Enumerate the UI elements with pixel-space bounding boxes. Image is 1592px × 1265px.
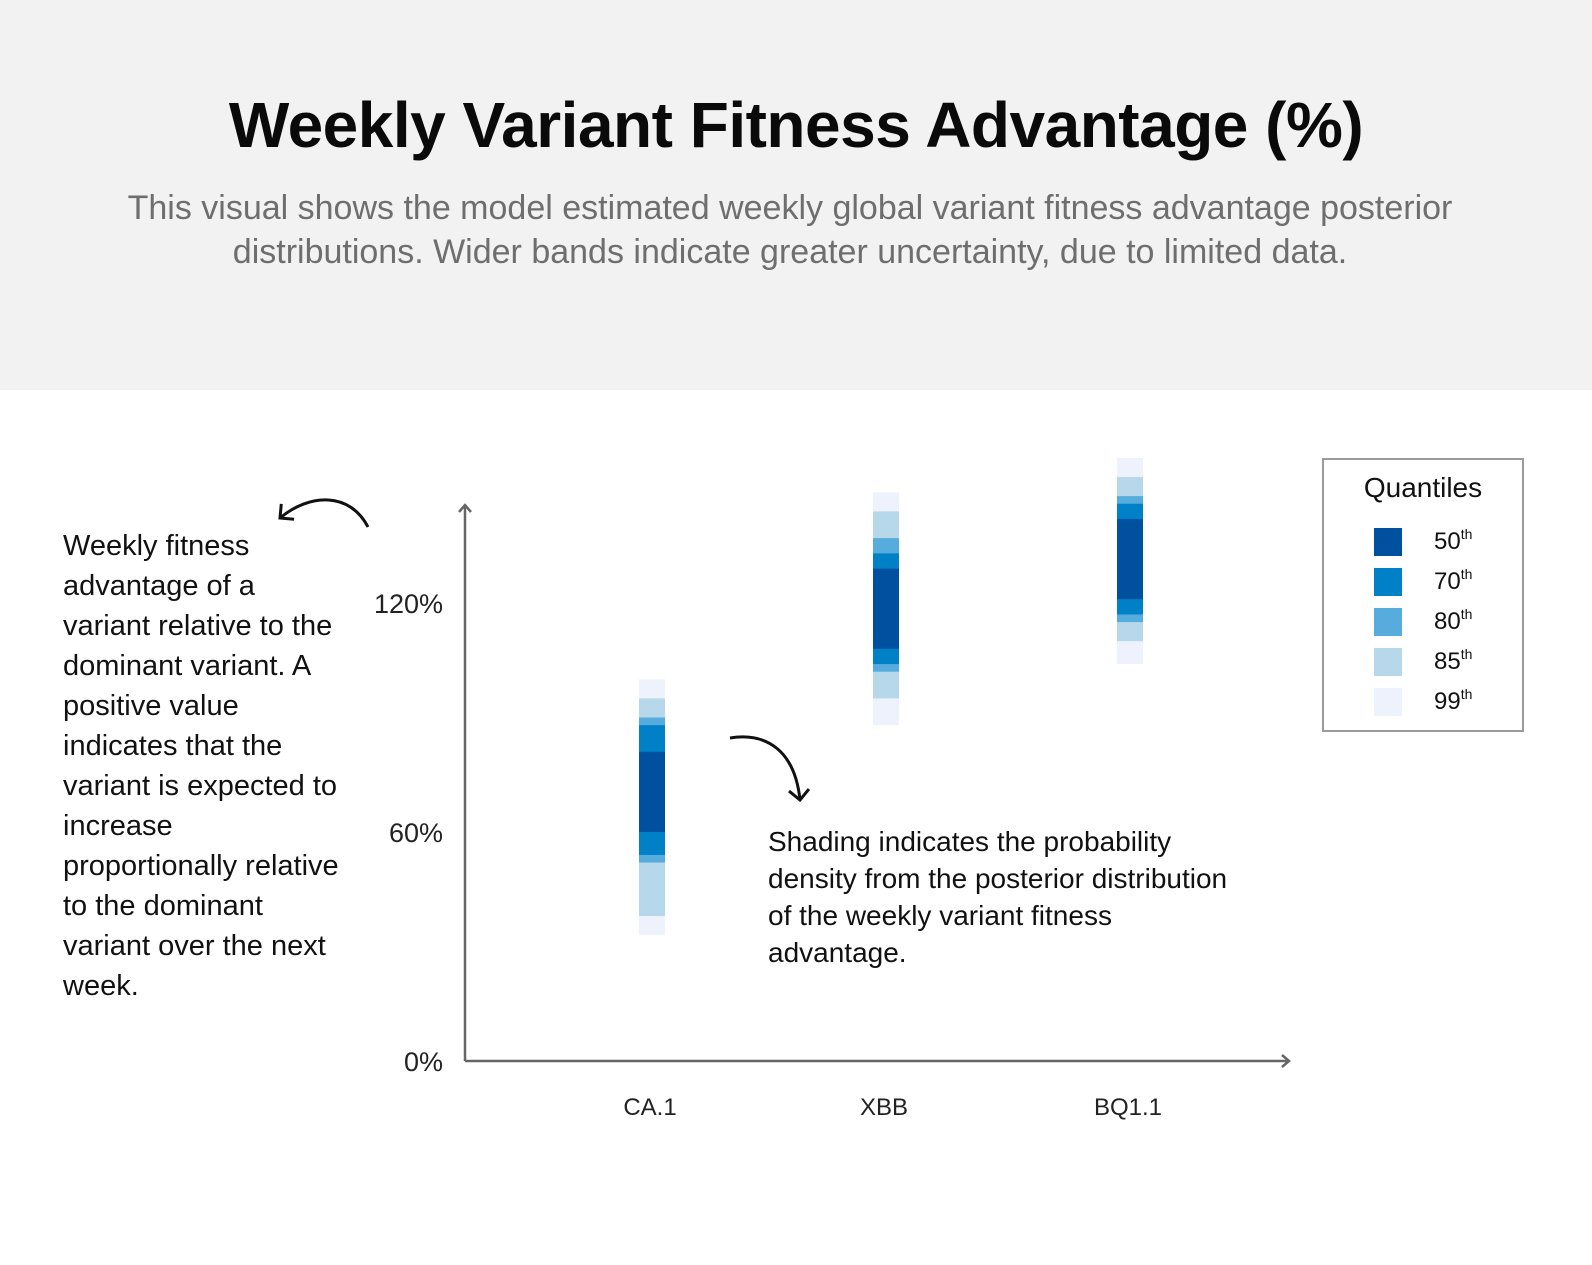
x-tick-label: CA.1 [623,1094,676,1121]
x-tick-labels: CA.1 XBB BQ1.1 [623,1094,1162,1121]
legend-swatch [1374,688,1402,716]
legend-swatch [1374,608,1402,636]
band-50th-bq11 [1117,519,1143,600]
x-tick-label: BQ1.1 [1094,1094,1162,1121]
legend-swatch [1374,568,1402,596]
x-tick-label: XBB [860,1094,908,1121]
legend-label: 80th [1434,606,1473,635]
y-tick-labels: 0% 60% 120% [374,589,443,1077]
legend-swatch [1374,648,1402,676]
band-group-bq11 [1117,457,1143,665]
legend-label: 85th [1434,646,1473,675]
band-50th-ca1 [639,751,665,832]
legend-swatch [1374,528,1402,556]
page-subtitle: This visual shows the model estimated we… [127,189,1453,271]
legend: Quantiles 50th 70th 80th 85th 99th [1322,458,1524,732]
y-tick-label: 60% [389,818,443,848]
band-50th-xbb [873,568,899,649]
header-panel: Weekly Variant Fitness Advantage (%) Thi… [0,0,1592,390]
y-tick-label: 120% [374,589,443,619]
shading-explanation: Shading indicates the probability densit… [768,826,1228,968]
band-group-xbb [873,492,899,726]
quantile-bands [639,457,1143,936]
legend-label: 70th [1434,566,1473,595]
curved-arrow-middle [729,735,811,803]
legend-title: Quantiles [1363,472,1483,503]
y-axis-explanation: Weekly fitness advantage of a variant re… [63,530,339,1002]
y-tick-label: 0% [404,1047,443,1077]
band-group-ca1 [639,679,665,936]
legend-label: 50th [1434,526,1473,555]
page-title: Weekly Variant Fitness Advantage (%) [228,89,1364,161]
curved-arrow-left [278,498,370,528]
legend-label: 99th [1434,686,1473,715]
